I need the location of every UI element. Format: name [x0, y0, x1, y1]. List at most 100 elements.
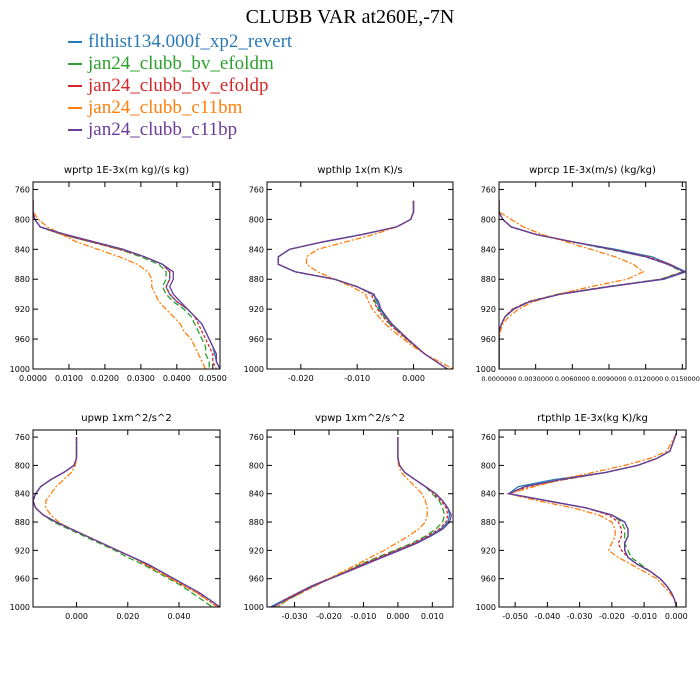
series-line: [33, 437, 218, 607]
x-tick-label: -0.030: [567, 612, 593, 621]
legend-swatch: [68, 107, 82, 109]
plot-frame: [32, 429, 221, 608]
series-line: [277, 200, 448, 369]
legend-label: jan24_clubb_bv_efoldm: [88, 53, 274, 74]
legend-swatch: [68, 41, 82, 43]
x-tick-label: 0.0000: [19, 374, 47, 383]
y-tick-label: 760: [15, 433, 30, 442]
series-line: [506, 433, 677, 607]
x-tick-label: 0.020: [116, 612, 139, 621]
y-tick-label: 1000: [244, 603, 264, 612]
series-line: [33, 437, 220, 607]
series-line: [276, 437, 428, 607]
y-tick-label: 920: [249, 305, 264, 314]
series-group: [506, 433, 677, 607]
x-tick-label: 0.0090000: [591, 375, 626, 383]
y-tick-label: 1000: [10, 365, 30, 374]
y-tick-label: 840: [249, 245, 264, 254]
y-tick-label: 800: [249, 215, 264, 224]
legend-swatch: [68, 85, 82, 87]
legend: flthist134.000f_xp2_revert jan24_clubb_b…: [68, 31, 292, 141]
series-group: [499, 200, 686, 369]
plot-frame: [498, 429, 687, 608]
panel-title: wprtp 1E-3x(m kg)/(s kg): [64, 165, 189, 176]
series-line: [506, 433, 677, 607]
x-tick-label: 0.0400: [163, 374, 191, 383]
legend-label: flthist134.000f_xp2_revert: [88, 31, 293, 52]
series-line: [507, 433, 677, 607]
x-tick-label: 0.010: [421, 612, 444, 621]
y-tick-label: 880: [481, 275, 496, 284]
x-tick-label: 0.000: [386, 612, 409, 621]
series-line: [270, 437, 451, 607]
y-tick-label: 760: [481, 433, 496, 442]
x-tick-label: 0.0500: [199, 374, 227, 383]
legend-entry: jan24_clubb_bv_efoldp: [68, 75, 292, 97]
plot-frame: [32, 181, 221, 370]
y-tick-label: 960: [249, 335, 264, 344]
panel-wpthlp: wpthlp 1x(m K)/s 760 800 840 880 920 960 1000 -0…: [244, 165, 454, 383]
series-line: [506, 433, 677, 607]
y-tick-label: 800: [15, 215, 30, 224]
y-tick-label: 880: [15, 518, 30, 527]
y-tick-label: 960: [481, 575, 496, 584]
y-tick-label: 960: [249, 575, 264, 584]
plot-frame: [498, 181, 687, 370]
legend-entry: jan24_clubb_c11bp: [68, 119, 292, 141]
y-tick-label: 960: [15, 575, 30, 584]
legend-label: jan24_clubb_bv_efoldp: [88, 75, 269, 96]
legend-label: jan24_clubb_c11bp: [88, 119, 238, 140]
x-tick-label: 0.0100: [55, 374, 83, 383]
series-line: [33, 200, 220, 369]
series-line: [277, 200, 448, 369]
x-tick-label: 0.0060000: [555, 375, 590, 383]
y-tick-label: 1000: [476, 365, 496, 374]
series-group: [277, 200, 453, 369]
y-tick-label: 920: [481, 305, 496, 314]
y-tick-label: 880: [481, 518, 496, 527]
y-tick-label: 920: [249, 546, 264, 555]
series-line: [271, 437, 452, 607]
series-line: [273, 437, 449, 607]
series-group: [33, 200, 220, 369]
series-line: [276, 437, 446, 607]
x-tick-label: 0.000: [665, 612, 688, 621]
y-tick-label: 1000: [476, 603, 496, 612]
series-line: [45, 437, 218, 607]
y-tick-label: 760: [249, 433, 264, 442]
x-tick-label: -0.020: [288, 374, 314, 383]
y-tick-label: 880: [249, 275, 264, 284]
y-tick-label: 800: [481, 461, 496, 470]
legend-swatch: [68, 129, 82, 131]
y-tick-label: 880: [249, 518, 264, 527]
series-group: [33, 437, 220, 607]
panel-wprcp: wprcp 1E-3x(m/s) (kg/kg) 760 800 840 880 920 9…: [476, 165, 700, 383]
y-tick-label: 760: [481, 185, 496, 194]
y-tick-label: 840: [481, 245, 496, 254]
plot-frame: [266, 181, 454, 370]
y-tick-label: 800: [15, 461, 30, 470]
x-tick-label: 0.0030000: [518, 375, 553, 383]
y-tick-label: 960: [15, 335, 30, 344]
series-line: [33, 200, 217, 369]
y-tick-label: 760: [15, 185, 30, 194]
x-tick-label: 0.0000000: [481, 375, 516, 383]
panel-title: wpthlp 1x(m K)/s: [317, 165, 402, 176]
series-line: [305, 200, 453, 369]
x-tick-label: 0.000: [65, 612, 88, 621]
series-line: [499, 200, 684, 369]
legend-entry: flthist134.000f_xp2_revert: [68, 31, 292, 53]
panel-title: upwp 1xm^2/s^2: [81, 413, 171, 424]
panel-title: wprcp 1E-3x(m/s) (kg/kg): [529, 165, 656, 176]
legend-label: jan24_clubb_c11bm: [88, 97, 243, 118]
series-line: [33, 200, 207, 369]
y-tick-label: 1000: [244, 365, 264, 374]
y-tick-label: 800: [249, 461, 264, 470]
figure-title: CLUBB VAR at260E,-7N: [245, 6, 455, 28]
x-tick-label: -0.020: [599, 612, 625, 621]
legend-swatch: [68, 63, 82, 65]
series-line: [499, 200, 686, 369]
series-group: [270, 437, 452, 607]
legend-entry: jan24_clubb_c11bm: [68, 97, 292, 119]
